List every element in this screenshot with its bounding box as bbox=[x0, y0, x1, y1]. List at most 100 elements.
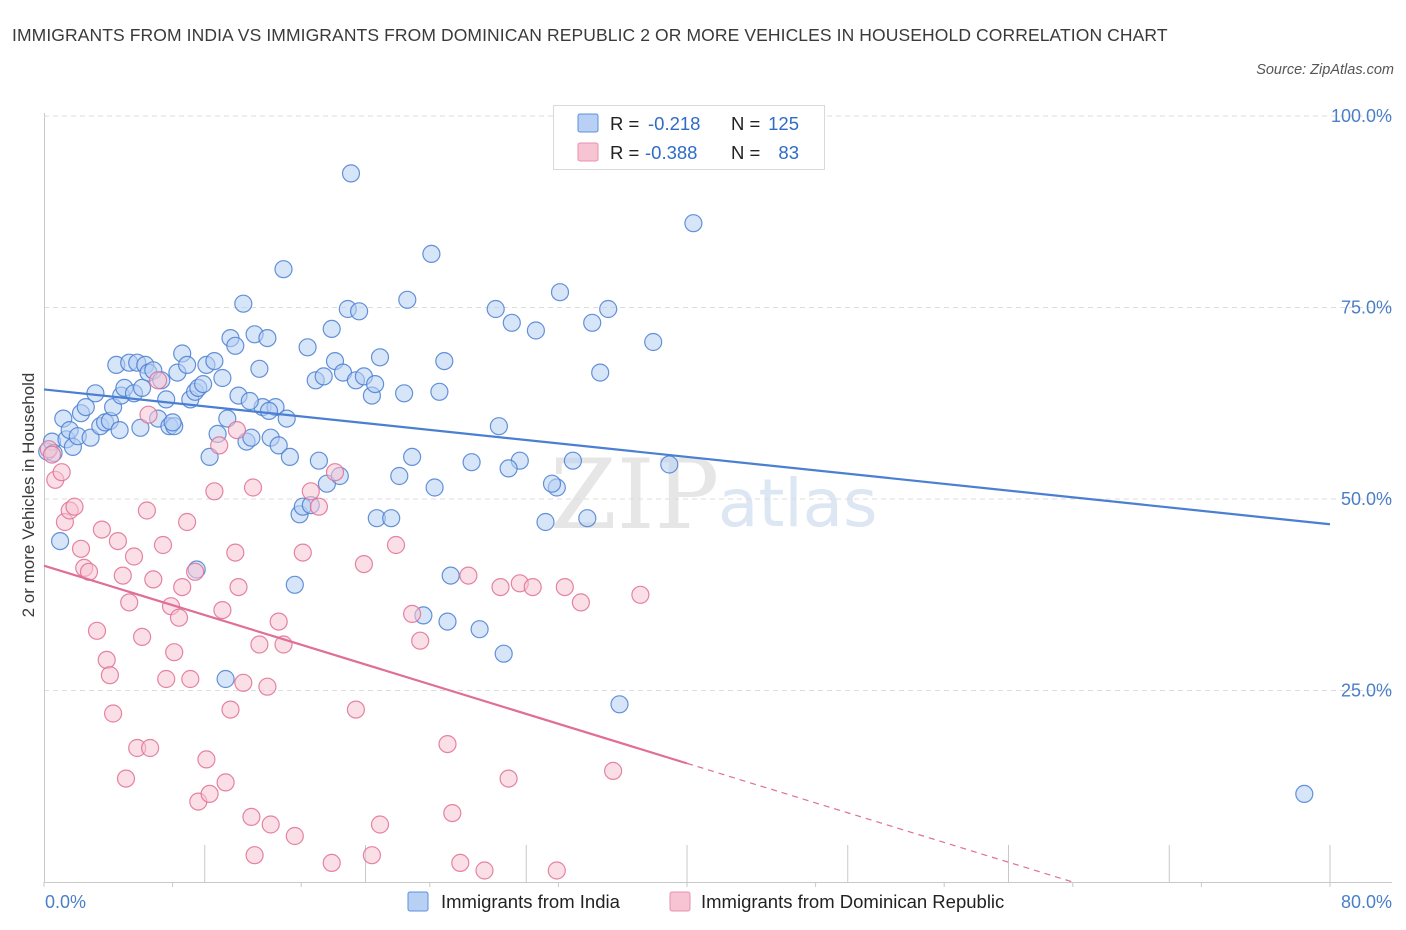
source-note: Source: ZipAtlas.com bbox=[1256, 62, 1394, 78]
data-point bbox=[234, 294, 253, 313]
data-point bbox=[1295, 784, 1314, 804]
data-point bbox=[110, 421, 129, 440]
data-point bbox=[103, 704, 123, 723]
data-point bbox=[269, 612, 288, 631]
x-tick-label-min: 0.0% bbox=[45, 892, 86, 912]
data-point bbox=[314, 367, 333, 386]
data-point bbox=[555, 577, 574, 597]
data-point bbox=[298, 338, 317, 357]
data-point bbox=[269, 436, 288, 455]
data-point bbox=[141, 738, 160, 758]
data-point bbox=[213, 368, 232, 388]
data-point bbox=[120, 593, 139, 612]
data-point bbox=[226, 336, 245, 355]
legend-r-label-india: R = bbox=[610, 113, 639, 134]
data-point bbox=[341, 164, 361, 183]
data-point bbox=[489, 417, 508, 436]
data-point bbox=[165, 643, 184, 662]
data-point bbox=[591, 363, 610, 382]
data-point bbox=[547, 861, 566, 880]
data-point bbox=[65, 497, 84, 516]
data-point bbox=[403, 604, 422, 624]
data-point bbox=[87, 621, 107, 640]
data-point bbox=[277, 409, 296, 428]
data-point bbox=[197, 750, 216, 769]
data-point bbox=[603, 761, 623, 781]
legend-r-value-india: -0.218 bbox=[648, 113, 700, 134]
x-tick-label-max: 80.0% bbox=[1341, 892, 1392, 912]
data-point bbox=[242, 428, 261, 447]
data-point bbox=[133, 378, 152, 397]
data-point bbox=[181, 669, 200, 689]
y-tick-label: 25.0% bbox=[1341, 681, 1392, 701]
data-point bbox=[280, 447, 299, 466]
data-point bbox=[443, 803, 462, 823]
data-point bbox=[124, 547, 144, 566]
data-point bbox=[354, 554, 373, 574]
data-point bbox=[631, 585, 650, 604]
legend-swatch-dominican bbox=[577, 142, 599, 162]
data-point bbox=[370, 815, 390, 834]
data-point bbox=[71, 539, 91, 558]
data-point bbox=[395, 384, 414, 403]
series-india-points bbox=[38, 164, 1314, 804]
trend-line-dashed bbox=[686, 762, 1073, 883]
data-point bbox=[157, 390, 176, 409]
data-point bbox=[542, 474, 562, 493]
data-point bbox=[216, 669, 235, 689]
data-point bbox=[346, 700, 365, 719]
data-point bbox=[660, 455, 679, 474]
data-point bbox=[536, 512, 555, 532]
data-point bbox=[274, 260, 293, 279]
data-point bbox=[411, 631, 430, 650]
data-point bbox=[178, 512, 197, 532]
data-point bbox=[526, 321, 546, 340]
data-point bbox=[52, 463, 71, 482]
data-point bbox=[149, 371, 168, 390]
data-point bbox=[441, 566, 460, 585]
bottom-legend-swatch-india bbox=[407, 891, 429, 912]
data-point bbox=[438, 734, 457, 754]
legend-box bbox=[553, 105, 825, 170]
data-point bbox=[571, 593, 591, 612]
chart-title: IMMIGRANTS FROM INDIA VS IMMIGRANTS FROM… bbox=[12, 25, 1168, 45]
data-point bbox=[153, 535, 173, 555]
legend-n-value-india: 125 bbox=[768, 113, 799, 134]
data-point bbox=[210, 436, 229, 455]
legend-n-value-dominican: 83 bbox=[778, 142, 799, 163]
data-point bbox=[205, 482, 224, 501]
data-point bbox=[194, 375, 213, 394]
data-point bbox=[92, 520, 112, 539]
data-point bbox=[205, 352, 224, 371]
x-ticks bbox=[43, 845, 1331, 887]
trend-line-solid bbox=[43, 564, 688, 765]
data-point bbox=[245, 846, 264, 865]
series-legend: Immigrants from India Immigrants from Do… bbox=[407, 891, 1004, 912]
data-point bbox=[234, 673, 253, 692]
data-point bbox=[144, 570, 163, 589]
data-point bbox=[390, 466, 409, 486]
data-point bbox=[309, 497, 328, 516]
data-point bbox=[430, 382, 449, 401]
watermark-atlas: atlas bbox=[718, 465, 878, 542]
y-tick-labels: 25.0% 50.0% 75.0% 100.0% bbox=[1331, 106, 1392, 701]
data-point bbox=[242, 807, 261, 827]
data-point bbox=[100, 666, 120, 685]
data-point bbox=[50, 531, 70, 551]
data-point bbox=[610, 695, 629, 714]
legend-r-label-dominican: R = bbox=[610, 142, 639, 163]
y-axis-label: 2 or more Vehicles in Household bbox=[19, 373, 38, 618]
trend-line-solid bbox=[43, 388, 1331, 526]
data-point bbox=[113, 566, 132, 585]
data-point bbox=[322, 319, 341, 338]
data-point bbox=[97, 650, 116, 670]
data-point bbox=[285, 575, 304, 594]
data-point bbox=[366, 375, 385, 394]
data-point bbox=[494, 644, 513, 663]
data-point bbox=[459, 566, 478, 585]
data-point bbox=[599, 299, 618, 319]
data-point bbox=[293, 543, 312, 562]
y-tick-label: 75.0% bbox=[1341, 298, 1392, 318]
data-point bbox=[229, 577, 248, 597]
